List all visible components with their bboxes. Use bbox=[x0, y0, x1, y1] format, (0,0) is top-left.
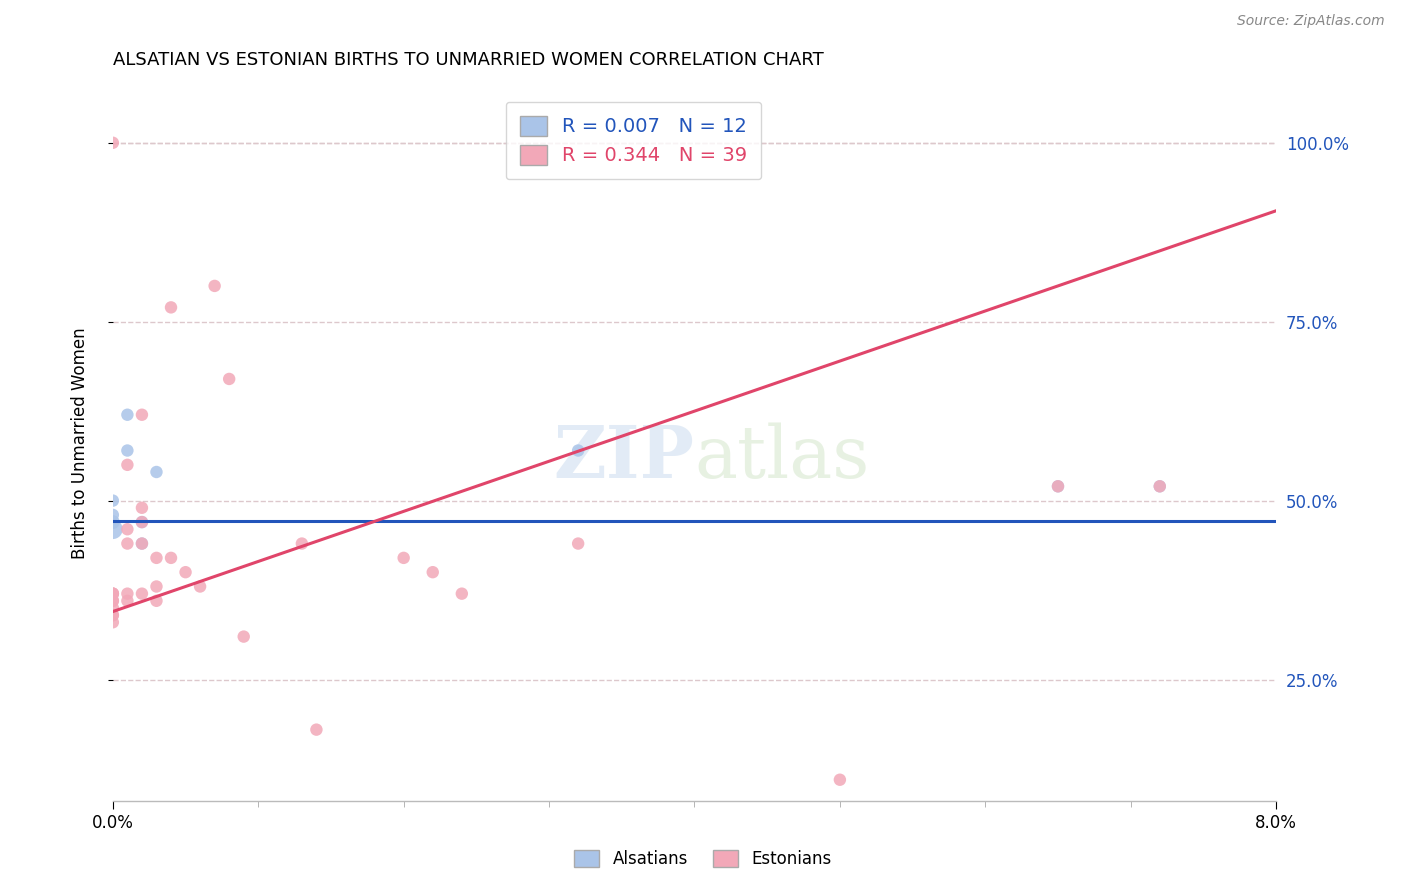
Point bbox=[131, 515, 153, 529]
Point bbox=[145, 580, 167, 594]
Point bbox=[1149, 479, 1171, 493]
Point bbox=[232, 630, 254, 644]
Point bbox=[1046, 479, 1069, 493]
Point bbox=[422, 565, 444, 579]
Point bbox=[828, 772, 851, 787]
Point bbox=[450, 587, 472, 601]
Point bbox=[131, 536, 153, 550]
Y-axis label: Births to Unmarried Women: Births to Unmarried Women bbox=[72, 327, 89, 559]
Point bbox=[145, 594, 167, 608]
Legend: Alsatians, Estonians: Alsatians, Estonians bbox=[568, 843, 838, 875]
Point bbox=[117, 536, 139, 550]
Point bbox=[117, 587, 139, 601]
Point bbox=[101, 601, 124, 615]
Point bbox=[131, 536, 153, 550]
Point bbox=[160, 301, 183, 315]
Point bbox=[101, 508, 124, 522]
Point bbox=[145, 550, 167, 565]
Point bbox=[101, 615, 124, 630]
Point bbox=[1149, 479, 1171, 493]
Point bbox=[188, 580, 211, 594]
Point bbox=[101, 493, 124, 508]
Point bbox=[131, 587, 153, 601]
Point bbox=[131, 515, 153, 529]
Legend: R = 0.007   N = 12, R = 0.344   N = 39: R = 0.007 N = 12, R = 0.344 N = 39 bbox=[506, 102, 761, 179]
Point bbox=[291, 536, 314, 550]
Point bbox=[160, 550, 183, 565]
Point bbox=[117, 522, 139, 536]
Text: atlas: atlas bbox=[695, 423, 870, 493]
Point bbox=[305, 723, 328, 737]
Point bbox=[117, 443, 139, 458]
Point bbox=[101, 608, 124, 623]
Point bbox=[101, 587, 124, 601]
Point bbox=[101, 587, 124, 601]
Point bbox=[101, 594, 124, 608]
Text: ZIP: ZIP bbox=[554, 422, 695, 493]
Point bbox=[218, 372, 240, 386]
Point bbox=[117, 594, 139, 608]
Point bbox=[101, 608, 124, 623]
Point bbox=[101, 515, 124, 529]
Point bbox=[117, 458, 139, 472]
Text: Source: ZipAtlas.com: Source: ZipAtlas.com bbox=[1237, 14, 1385, 28]
Point bbox=[101, 587, 124, 601]
Point bbox=[392, 550, 415, 565]
Point bbox=[174, 565, 197, 579]
Point bbox=[117, 408, 139, 422]
Point bbox=[101, 136, 124, 150]
Point bbox=[204, 279, 226, 293]
Point bbox=[567, 443, 589, 458]
Point bbox=[131, 500, 153, 515]
Point bbox=[567, 536, 589, 550]
Point bbox=[101, 594, 124, 608]
Point bbox=[131, 408, 153, 422]
Text: ALSATIAN VS ESTONIAN BIRTHS TO UNMARRIED WOMEN CORRELATION CHART: ALSATIAN VS ESTONIAN BIRTHS TO UNMARRIED… bbox=[112, 51, 824, 69]
Point bbox=[101, 522, 124, 536]
Point bbox=[1046, 479, 1069, 493]
Point bbox=[145, 465, 167, 479]
